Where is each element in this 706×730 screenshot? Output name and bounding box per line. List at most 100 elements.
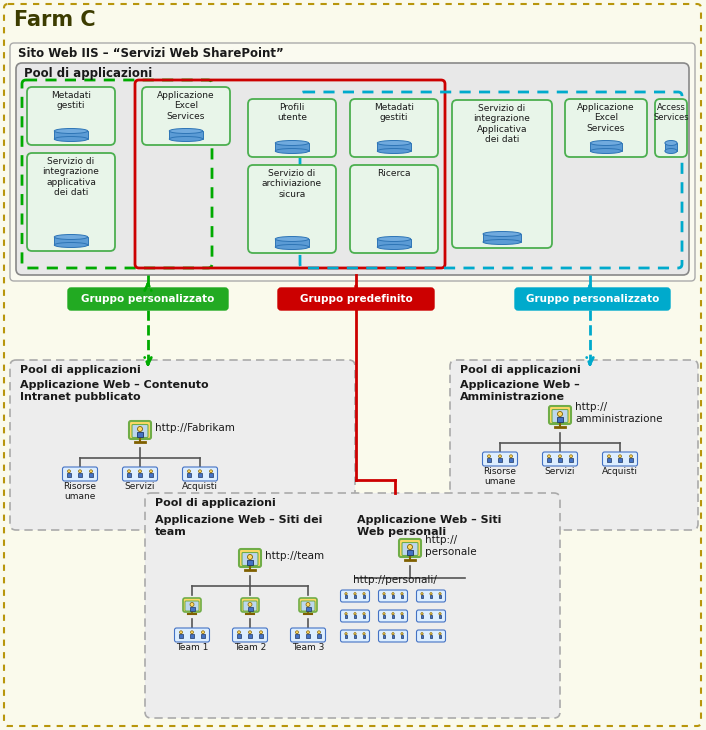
Bar <box>400 595 403 598</box>
Ellipse shape <box>275 237 309 242</box>
Bar <box>607 458 611 461</box>
Text: Pool di applicazioni: Pool di applicazioni <box>460 365 581 375</box>
Ellipse shape <box>421 612 423 615</box>
Bar <box>209 473 213 477</box>
Ellipse shape <box>548 455 551 458</box>
Text: Applicazione
Excel
Services: Applicazione Excel Services <box>578 103 635 133</box>
Bar <box>190 634 194 637</box>
Bar <box>54 237 88 245</box>
Text: Metadati
gestiti: Metadati gestiti <box>374 103 414 123</box>
Text: Risorse
umane: Risorse umane <box>484 467 517 486</box>
Bar <box>363 635 366 638</box>
Bar <box>169 131 203 139</box>
Ellipse shape <box>345 633 347 635</box>
Ellipse shape <box>210 470 213 473</box>
Bar <box>295 634 299 637</box>
FancyBboxPatch shape <box>68 288 228 310</box>
Bar <box>429 615 432 618</box>
Bar <box>429 635 432 638</box>
Bar <box>383 635 385 638</box>
Ellipse shape <box>392 612 394 615</box>
Ellipse shape <box>377 245 411 250</box>
Ellipse shape <box>392 593 394 595</box>
Bar <box>665 143 677 151</box>
FancyBboxPatch shape <box>515 288 670 310</box>
Text: Team 1: Team 1 <box>176 643 208 652</box>
FancyBboxPatch shape <box>378 630 407 642</box>
Bar <box>89 473 92 477</box>
FancyBboxPatch shape <box>450 360 698 530</box>
Bar <box>138 473 142 477</box>
Text: Metadati
gestiti: Metadati gestiti <box>51 91 91 110</box>
FancyBboxPatch shape <box>132 425 148 437</box>
Ellipse shape <box>407 545 412 550</box>
Ellipse shape <box>306 602 310 607</box>
Bar <box>275 143 309 151</box>
Ellipse shape <box>354 593 356 595</box>
Ellipse shape <box>590 148 621 153</box>
Text: Risorse
umane: Risorse umane <box>64 482 97 502</box>
Ellipse shape <box>169 128 203 134</box>
Text: Farm C: Farm C <box>14 10 95 30</box>
Text: http://team: http://team <box>265 551 324 561</box>
Ellipse shape <box>377 148 411 153</box>
Text: http://personali/: http://personali/ <box>353 575 437 585</box>
FancyBboxPatch shape <box>350 165 438 253</box>
Ellipse shape <box>54 128 88 134</box>
FancyBboxPatch shape <box>27 153 115 251</box>
Text: Applicazione Web –
Amministrazione: Applicazione Web – Amministrazione <box>460 380 580 402</box>
FancyBboxPatch shape <box>482 452 517 466</box>
Bar <box>363 595 366 598</box>
Bar <box>629 458 633 461</box>
FancyBboxPatch shape <box>145 493 560 718</box>
FancyBboxPatch shape <box>417 630 445 642</box>
Bar <box>137 432 143 437</box>
FancyBboxPatch shape <box>399 539 421 557</box>
Bar <box>67 473 71 477</box>
Ellipse shape <box>248 555 253 559</box>
Ellipse shape <box>198 470 201 473</box>
FancyBboxPatch shape <box>301 601 315 611</box>
FancyBboxPatch shape <box>340 590 369 602</box>
Bar <box>383 595 385 598</box>
Ellipse shape <box>510 455 513 458</box>
FancyBboxPatch shape <box>278 288 434 310</box>
Bar <box>498 458 502 461</box>
Ellipse shape <box>401 633 403 635</box>
Bar <box>317 634 321 637</box>
Text: Acquisti: Acquisti <box>182 482 218 491</box>
Text: Servizi: Servizi <box>125 482 155 491</box>
Ellipse shape <box>138 426 143 431</box>
FancyBboxPatch shape <box>248 165 336 253</box>
Text: Servizio di
integrazione
applicativa
dei dati: Servizio di integrazione applicativa dei… <box>42 157 100 197</box>
Ellipse shape <box>401 593 403 595</box>
FancyBboxPatch shape <box>16 63 689 275</box>
Ellipse shape <box>570 455 573 458</box>
Bar <box>179 634 183 637</box>
Ellipse shape <box>558 412 563 417</box>
Bar <box>306 607 311 611</box>
Bar <box>618 458 622 461</box>
Ellipse shape <box>169 137 203 142</box>
FancyBboxPatch shape <box>552 410 568 423</box>
FancyBboxPatch shape <box>10 43 695 281</box>
Bar <box>198 473 202 477</box>
Text: http://
amministrazione: http:// amministrazione <box>575 402 662 424</box>
Text: Servizio di
integrazione
Applicativa
dei dati: Servizio di integrazione Applicativa dei… <box>474 104 530 145</box>
Ellipse shape <box>260 631 263 634</box>
FancyBboxPatch shape <box>241 598 259 612</box>
Bar <box>483 234 521 242</box>
Ellipse shape <box>363 593 365 595</box>
Ellipse shape <box>483 231 521 237</box>
Ellipse shape <box>179 631 182 634</box>
Text: http://Fabrikam: http://Fabrikam <box>155 423 235 433</box>
Ellipse shape <box>608 455 611 458</box>
Text: Applicazione Web – Siti
Web personali: Applicazione Web – Siti Web personali <box>357 515 501 537</box>
Ellipse shape <box>54 242 88 247</box>
FancyBboxPatch shape <box>183 598 201 612</box>
FancyBboxPatch shape <box>417 610 445 622</box>
Ellipse shape <box>430 633 432 635</box>
Bar <box>78 473 82 477</box>
Ellipse shape <box>392 633 394 635</box>
Ellipse shape <box>128 470 131 473</box>
